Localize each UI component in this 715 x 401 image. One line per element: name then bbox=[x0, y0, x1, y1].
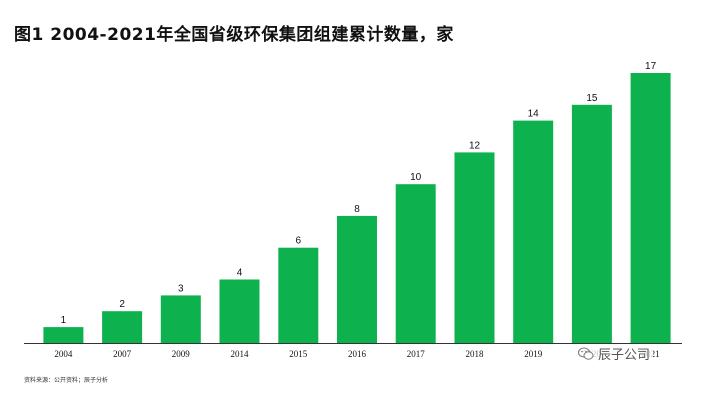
value-label-2004: 1 bbox=[61, 315, 67, 326]
x-tick-2015: 2015 bbox=[289, 349, 308, 359]
value-label-2007: 2 bbox=[119, 299, 125, 310]
value-label-2016: 8 bbox=[354, 204, 360, 215]
bar-2016 bbox=[337, 215, 377, 343]
bar-2004 bbox=[43, 327, 84, 343]
value-label-2019: 14 bbox=[528, 109, 540, 120]
value-label-2021: 17 bbox=[645, 61, 657, 72]
value-label-2009: 3 bbox=[178, 283, 184, 294]
bar-2007 bbox=[102, 311, 143, 343]
value-label-2014: 4 bbox=[237, 268, 243, 279]
source-note: 资料来源：公开资料；辰子分析 bbox=[24, 377, 109, 384]
value-label-2015: 6 bbox=[296, 236, 302, 247]
wechat-icon bbox=[578, 347, 594, 360]
x-tick-2007: 2007 bbox=[113, 349, 132, 359]
value-label-2017: 10 bbox=[410, 172, 422, 183]
bar-2019 bbox=[513, 120, 554, 343]
bars-layer bbox=[43, 73, 671, 343]
x-tick-labels-layer: 2004200720092014201520162017201820192020… bbox=[54, 349, 659, 359]
x-tick-2018: 2018 bbox=[466, 349, 485, 359]
bar-2021 bbox=[630, 73, 671, 343]
page-title: 图1 2004-2021年全国省级环保集团组建累计数量，家 bbox=[14, 25, 454, 45]
bar-2014 bbox=[219, 279, 260, 343]
bar-2020 bbox=[571, 104, 612, 343]
x-tick-2014: 2014 bbox=[231, 349, 250, 359]
value-label-2020: 15 bbox=[586, 93, 598, 104]
x-tick-2009: 2009 bbox=[172, 349, 191, 359]
watermark-text: 辰子公司 bbox=[598, 348, 651, 363]
x-tick-2017: 2017 bbox=[407, 349, 426, 359]
watermark: 辰子公司 bbox=[575, 344, 654, 363]
x-tick-2016: 2016 bbox=[348, 349, 367, 359]
bar-2018 bbox=[454, 152, 495, 343]
value-label-2018: 12 bbox=[469, 140, 481, 151]
bar-2017 bbox=[395, 184, 436, 343]
x-tick-2004: 2004 bbox=[54, 349, 73, 359]
bar-2015 bbox=[278, 247, 319, 343]
bar-2009 bbox=[160, 295, 201, 343]
x-tick-2019: 2019 bbox=[524, 349, 543, 359]
